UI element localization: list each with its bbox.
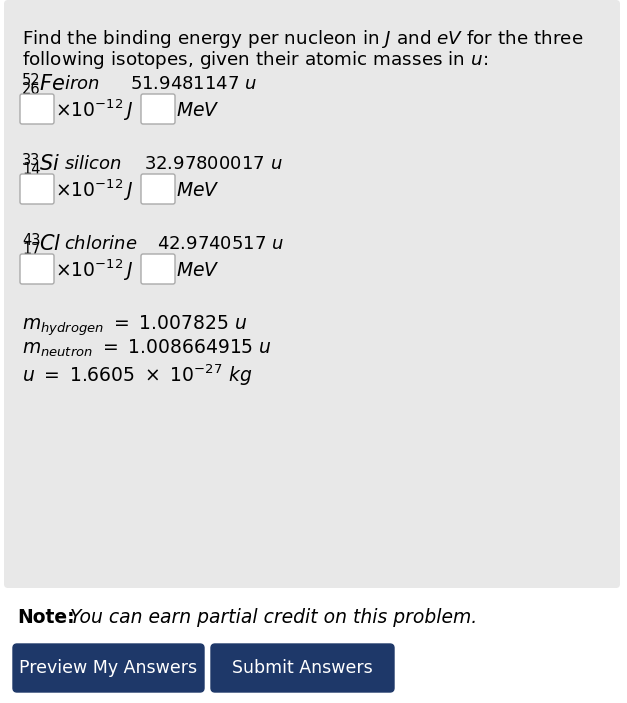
Text: Note:: Note: bbox=[17, 608, 75, 627]
Text: $m_{neutron}\ =\ 1.008664915\ u$: $m_{neutron}\ =\ 1.008664915\ u$ bbox=[22, 338, 272, 359]
Text: following isotopes, given their atomic masses in $u$:: following isotopes, given their atomic m… bbox=[22, 49, 488, 71]
Text: $51.9481147\ u$: $51.9481147\ u$ bbox=[130, 75, 257, 93]
Text: Find the binding energy per nucleon in $J$ and $eV$ for the three: Find the binding energy per nucleon in $… bbox=[22, 28, 583, 50]
Text: 17: 17 bbox=[22, 242, 41, 257]
FancyBboxPatch shape bbox=[20, 254, 54, 284]
Text: 14: 14 bbox=[22, 162, 41, 177]
Text: 26: 26 bbox=[22, 82, 41, 97]
Text: Preview My Answers: Preview My Answers bbox=[19, 659, 198, 677]
Text: 52: 52 bbox=[22, 73, 41, 88]
FancyBboxPatch shape bbox=[4, 0, 620, 588]
Text: $\times 10^{-12}\,J$: $\times 10^{-12}\,J$ bbox=[55, 257, 133, 283]
FancyBboxPatch shape bbox=[141, 254, 175, 284]
FancyBboxPatch shape bbox=[141, 174, 175, 204]
Text: $\mathit{chlorine}$: $\mathit{chlorine}$ bbox=[64, 235, 137, 253]
Text: You can earn partial credit on this problem.: You can earn partial credit on this prob… bbox=[64, 608, 477, 627]
Text: $u\ =\ 1.6605\ \times\ 10^{-27}\ kg$: $u\ =\ 1.6605\ \times\ 10^{-27}\ kg$ bbox=[22, 362, 252, 387]
Text: $32.97800017\ u$: $32.97800017\ u$ bbox=[144, 155, 283, 173]
FancyBboxPatch shape bbox=[13, 644, 204, 692]
FancyBboxPatch shape bbox=[20, 94, 54, 124]
Text: $Si$: $Si$ bbox=[39, 154, 60, 174]
Text: $Cl$: $Cl$ bbox=[39, 234, 61, 254]
Text: $m_{hydrogen}\ =\ 1.007825\ u$: $m_{hydrogen}\ =\ 1.007825\ u$ bbox=[22, 314, 247, 339]
Text: $MeV$: $MeV$ bbox=[176, 181, 219, 200]
Text: $42.9740517\ u$: $42.9740517\ u$ bbox=[157, 235, 284, 253]
Text: $MeV$: $MeV$ bbox=[176, 261, 219, 280]
FancyBboxPatch shape bbox=[141, 94, 175, 124]
Text: 43: 43 bbox=[22, 233, 40, 248]
Text: $\mathit{iron}$: $\mathit{iron}$ bbox=[64, 75, 100, 93]
Text: 33: 33 bbox=[22, 153, 40, 168]
FancyBboxPatch shape bbox=[211, 644, 394, 692]
Text: $Fe$: $Fe$ bbox=[39, 74, 65, 94]
Text: Submit Answers: Submit Answers bbox=[232, 659, 373, 677]
Text: $\mathit{silicon}$: $\mathit{silicon}$ bbox=[64, 155, 122, 173]
FancyBboxPatch shape bbox=[20, 174, 54, 204]
Text: $\times 10^{-12}\,J$: $\times 10^{-12}\,J$ bbox=[55, 97, 133, 123]
Text: $MeV$: $MeV$ bbox=[176, 101, 219, 120]
Text: $\times 10^{-12}\,J$: $\times 10^{-12}\,J$ bbox=[55, 177, 133, 202]
